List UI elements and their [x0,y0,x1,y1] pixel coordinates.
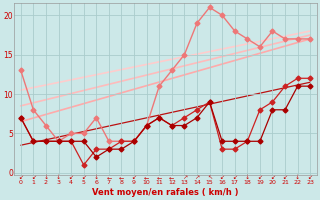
X-axis label: Vent moyen/en rafales ( km/h ): Vent moyen/en rafales ( km/h ) [92,188,239,197]
